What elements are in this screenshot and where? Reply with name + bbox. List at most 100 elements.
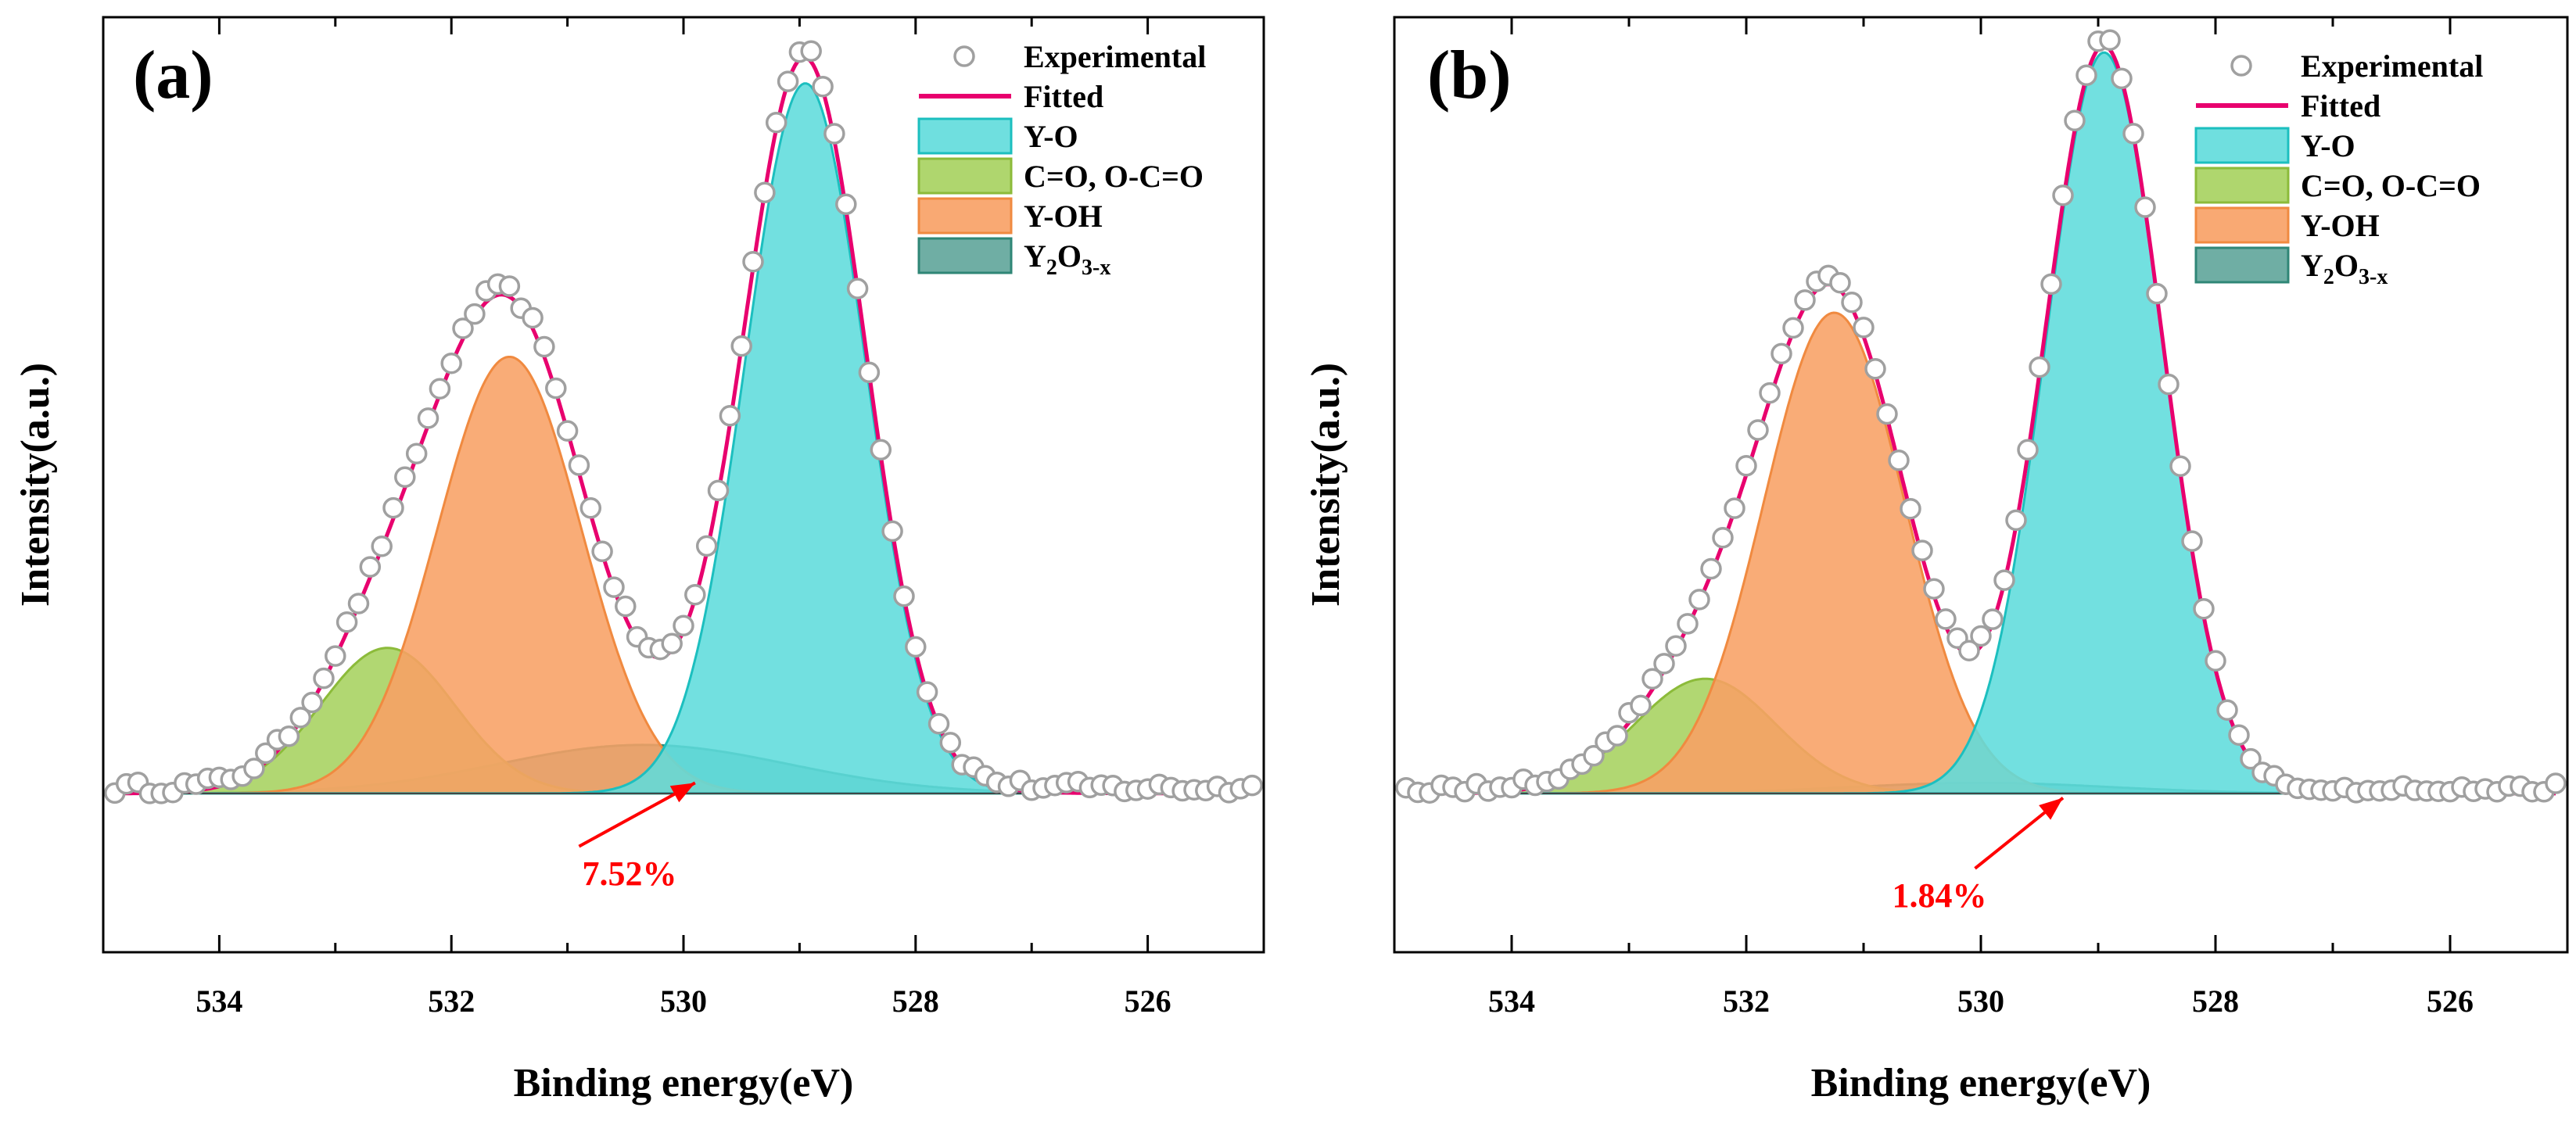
experimental-point <box>255 742 277 765</box>
experimental-point <box>394 466 416 489</box>
experimental-point <box>603 576 625 598</box>
experimental-point <box>1688 589 1710 611</box>
experimental-point <box>1911 539 1933 561</box>
legend-swatch-c-o <box>2194 167 2290 204</box>
x-tick-label: 530 <box>660 983 707 1019</box>
legend-label: Y2O3-x <box>2301 248 2388 289</box>
experimental-point <box>325 645 346 667</box>
experimental-point <box>417 407 439 429</box>
experimental-point <box>359 556 382 578</box>
y-axis-label: Intensity(a.u.) <box>13 363 58 607</box>
experimental-point <box>881 520 903 543</box>
experimental-point <box>533 335 555 358</box>
experimental-point <box>1653 653 1675 675</box>
experimental-point <box>777 70 799 92</box>
panel-label: (a) <box>133 38 213 113</box>
experimental-point <box>545 377 567 399</box>
experimental-point <box>1583 744 1605 767</box>
experimental-point <box>2240 747 2262 770</box>
experimental-point <box>765 111 788 134</box>
experimental-point <box>1641 668 1663 690</box>
legend-swatch-y-o <box>2194 127 2290 164</box>
experimental-point <box>870 439 892 461</box>
experimental-point <box>719 405 741 427</box>
experimental-point <box>1700 557 1722 580</box>
experimental-point <box>695 535 718 557</box>
x-tick-label: 528 <box>2192 983 2239 1019</box>
experimental-point <box>498 275 521 297</box>
experimental-point <box>2029 356 2050 378</box>
annotation-percentage: 7.52% <box>583 854 677 893</box>
experimental-point <box>301 691 323 714</box>
x-tick-label: 532 <box>428 983 475 1019</box>
experimental-point <box>905 636 927 658</box>
experimental-point <box>347 593 370 614</box>
experimental-point <box>429 378 451 399</box>
experimental-point <box>440 352 462 374</box>
experimental-point <box>1888 450 1910 471</box>
legend-label: Y-OH <box>2301 208 2380 243</box>
experimental-point <box>2169 455 2191 477</box>
experimental-point <box>289 707 312 729</box>
legend-marker-experimental <box>2230 55 2252 77</box>
experimental-point <box>2545 772 2567 794</box>
experimental-point <box>661 632 683 655</box>
experimental-point <box>2064 109 2086 132</box>
experimental-point <box>1794 289 1816 311</box>
experimental-point <box>1606 725 1628 747</box>
experimental-points <box>104 40 1263 804</box>
legend-label: Y-O <box>1024 119 1078 154</box>
experimental-point <box>1829 271 1851 294</box>
legend-label: C=O, O-C=O <box>1024 159 1204 194</box>
experimental-point <box>823 123 845 145</box>
legend: Experimental Fitted Y-O C=O, O-C=O Y-OH Y2O3-… <box>2194 48 2483 289</box>
annotation-arrowhead <box>2039 797 2063 820</box>
legend-label: Fitted <box>2301 88 2380 124</box>
chart-panel-b: 534 532 530 528 526 Binding energy(eV) Intensi… <box>1304 16 2569 1105</box>
experimental-point <box>812 75 834 98</box>
experimental-point <box>1958 640 1980 661</box>
experimental-point <box>522 306 544 329</box>
experimental-point <box>1724 497 1745 519</box>
x-tick-label: 534 <box>1488 983 1535 1019</box>
experimental-point <box>382 496 404 519</box>
experimental-point <box>1665 635 1687 657</box>
legend: Experimental Fitted Y-O C=O, O-C=O Y-OH Y2O3-… <box>917 39 1206 280</box>
legend-label: Y-O <box>2301 128 2355 163</box>
experimental-point <box>2146 282 2168 305</box>
experimental-point <box>800 40 822 63</box>
legend-label: Experimental <box>1024 39 1206 74</box>
x-tick-label: 526 <box>2427 983 2474 1019</box>
experimental-point <box>2158 373 2180 396</box>
y-axis-label: Intensity(a.u.) <box>1304 363 1348 607</box>
legend-label: Y2O3-x <box>1024 238 1110 280</box>
x-tick-label: 532 <box>1723 983 1770 1019</box>
panel-label: (b) <box>1427 38 1512 113</box>
experimental-point <box>371 536 393 557</box>
x-tick-label: 528 <box>892 983 939 1019</box>
experimental-point <box>313 667 335 690</box>
experimental-point <box>1841 291 1863 313</box>
experimental-point <box>927 713 950 735</box>
plot-area <box>104 40 1263 804</box>
legend-marker-experimental <box>953 45 975 67</box>
experimental-point <box>405 442 428 464</box>
legend-label: Fitted <box>1024 79 1103 114</box>
experimental-point <box>1876 403 1898 425</box>
experimental-point <box>2017 439 2039 461</box>
legend-label: C=O, O-C=O <box>2301 168 2481 203</box>
experimental-point <box>1782 317 1804 339</box>
experimental-point <box>754 181 776 204</box>
experimental-point <box>1970 625 1992 647</box>
experimental-point <box>278 726 300 747</box>
experimental-point <box>1982 608 2004 630</box>
legend-swatch-y-oh <box>917 197 1013 235</box>
experimental-point <box>591 540 613 563</box>
experimental-point <box>1735 455 1757 477</box>
experimental-point <box>1993 569 2015 591</box>
legend-swatch-y-o <box>917 117 1013 155</box>
plot-area <box>1395 29 2567 804</box>
experimental-point <box>2099 29 2121 51</box>
